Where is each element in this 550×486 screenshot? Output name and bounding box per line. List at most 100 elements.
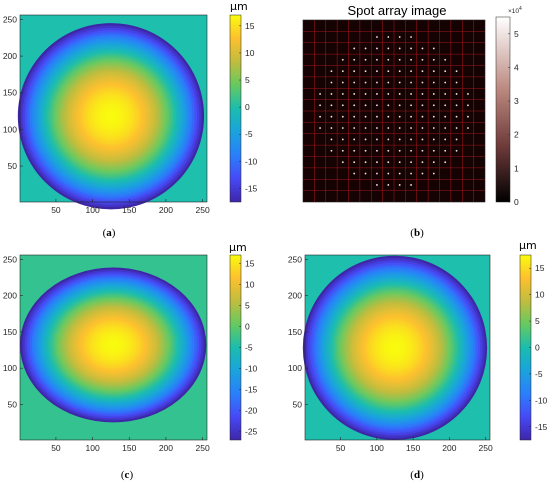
spot — [421, 161, 424, 164]
panel-c-rings — [20, 267, 207, 423]
panel-c-colorbar-unit: µm — [229, 241, 247, 254]
spot — [410, 161, 412, 164]
spot — [398, 161, 401, 164]
colorbar-tick-label: 2 — [514, 130, 519, 140]
panel-b-spots — [319, 36, 469, 186]
colorbar-tick-label: -20 — [245, 406, 258, 416]
colorbar-tick-label: -5 — [245, 129, 253, 139]
colorbar-tick-label: 0 — [245, 321, 250, 331]
spot — [319, 115, 321, 118]
colorbar-tick-label: 15 — [245, 258, 255, 268]
x-tick-label: 150 — [122, 443, 136, 453]
panel-c-x-ticks: 50 100 150 200 250 — [51, 437, 210, 453]
spot — [421, 172, 424, 175]
spot — [444, 149, 447, 152]
spot — [398, 138, 401, 141]
spot — [364, 93, 367, 95]
spot — [455, 127, 458, 129]
spot — [410, 93, 412, 95]
spot — [364, 138, 367, 141]
spot — [387, 36, 390, 38]
spot — [444, 58, 447, 61]
spot — [330, 70, 333, 73]
spot — [421, 93, 424, 95]
spot — [376, 104, 378, 107]
spot — [398, 47, 401, 50]
spot — [376, 93, 378, 95]
colorbar-tick-label: -10 — [535, 395, 548, 405]
x-tick-label: 200 — [159, 205, 173, 215]
panel-a-colorbar-ticks: 15 10 5 0 -5 -10 -15 — [239, 21, 258, 193]
spot — [330, 149, 333, 152]
colorbar-tick-label: 15 — [245, 21, 255, 31]
spot — [341, 127, 344, 129]
spot — [387, 58, 390, 61]
spot — [398, 184, 401, 186]
spot — [444, 138, 447, 141]
colorbar-tick-label: 10 — [245, 279, 255, 289]
spot — [319, 104, 321, 107]
panel-a-colorbar — [229, 14, 242, 203]
y-tick-label: 50 — [8, 399, 18, 409]
spot — [398, 58, 401, 61]
panel-d-colorbar-unit: µm — [519, 239, 537, 252]
spot — [387, 127, 390, 129]
colorbar-tick-label: 0 — [514, 197, 519, 207]
spot — [421, 149, 424, 152]
spot — [432, 70, 435, 73]
panel-c-y-ticks: 50 100 150 200 250 — [3, 254, 23, 409]
spot — [341, 138, 344, 141]
spot — [341, 70, 344, 73]
spot — [444, 93, 447, 95]
x-tick-label: 200 — [442, 443, 456, 453]
y-tick-label: 100 — [288, 363, 302, 373]
spot — [410, 172, 412, 175]
x-tick-label: 100 — [86, 443, 100, 453]
spot — [421, 70, 424, 73]
spot — [353, 172, 356, 175]
spot — [376, 58, 378, 61]
y-tick-label: 50 — [293, 399, 303, 409]
colorbar-tick-label: 10 — [245, 48, 255, 58]
spot — [432, 161, 435, 164]
panel-c-caption-letter: c — [125, 469, 130, 481]
spot — [376, 36, 378, 38]
colorbar-tick-label: -15 — [245, 183, 258, 193]
x-tick-label: 150 — [122, 205, 136, 215]
spot — [376, 70, 378, 73]
spot — [421, 115, 424, 118]
spot — [364, 47, 367, 50]
spot — [387, 93, 390, 95]
spot — [421, 81, 424, 84]
spot — [467, 127, 469, 129]
spot — [455, 81, 458, 84]
y-tick-label: 150 — [3, 88, 17, 98]
y-tick-label: 50 — [8, 161, 18, 171]
panel-b-colorbar-exponent: ×104 — [508, 6, 522, 15]
spot — [432, 104, 435, 107]
spot — [455, 115, 458, 118]
colorbar-tick-label: -15 — [535, 422, 548, 432]
colorbar-tick-label: 0 — [245, 102, 250, 112]
x-tick-label: 50 — [336, 443, 346, 453]
colorbar-tick-label: 10 — [535, 290, 545, 300]
panel-c-frame — [19, 254, 208, 441]
spot — [341, 58, 344, 61]
colorbar-tick-label: -25 — [245, 427, 258, 437]
panel-c-colorbar-ticks: 15 10 5 0 -5 -10 -15 -20 -25 — [239, 258, 258, 437]
colorbar-tick-label: 5 — [514, 29, 519, 39]
colorbar-tick-label: 3 — [514, 96, 519, 106]
spot — [410, 36, 412, 38]
spot — [421, 58, 424, 61]
spot — [410, 81, 412, 84]
spot — [387, 115, 390, 118]
panel-a-caption: (a) — [103, 227, 116, 239]
spot — [398, 36, 401, 38]
spot — [444, 81, 447, 84]
x-tick-label: 250 — [479, 443, 493, 453]
spot — [432, 127, 435, 129]
spot — [410, 184, 412, 186]
panel-d-colorbar-ticks: 15 10 5 0 -5 -10 -15 — [529, 263, 548, 432]
spot — [341, 93, 344, 95]
